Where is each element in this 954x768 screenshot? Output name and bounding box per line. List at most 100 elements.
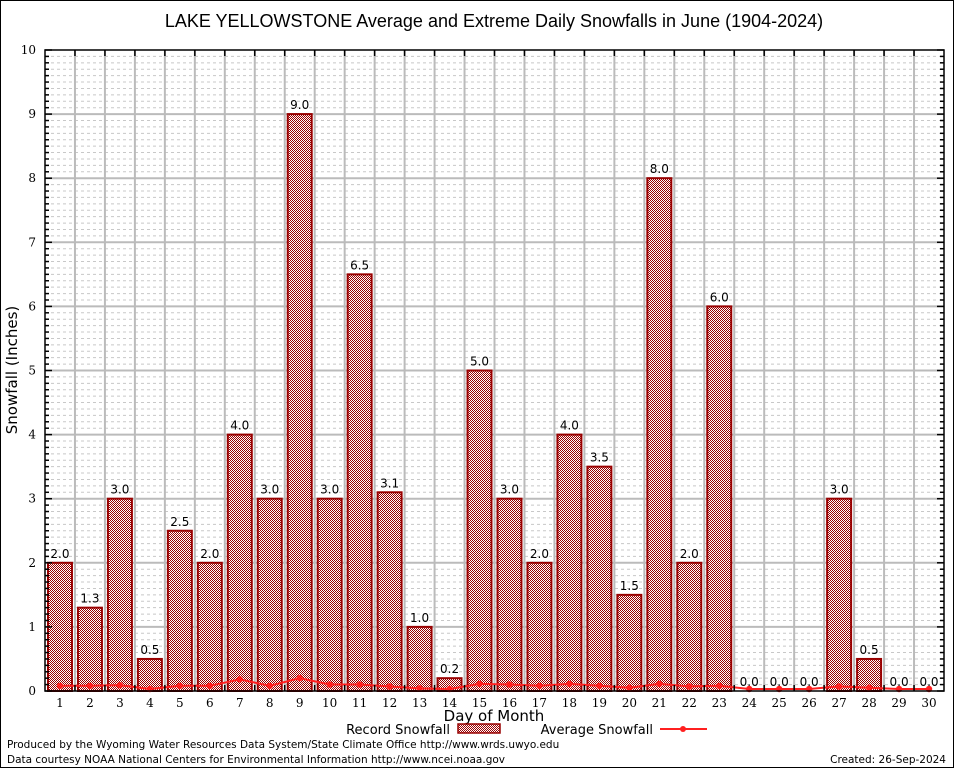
bar-value-label: 0.0 xyxy=(800,675,819,689)
bar-value-label: 9.0 xyxy=(290,98,309,112)
average-point xyxy=(56,682,64,689)
average-point xyxy=(476,680,483,688)
bar-value-label: 3.0 xyxy=(830,483,849,497)
y-tick-label: 9 xyxy=(28,107,36,121)
average-point xyxy=(506,681,513,688)
average-point xyxy=(865,684,873,691)
y-tick-label: 0 xyxy=(28,684,36,698)
legend-swatch-record xyxy=(457,723,501,734)
average-point xyxy=(86,682,94,689)
x-tick-label: 7 xyxy=(236,696,244,710)
x-tick-label: 24 xyxy=(742,696,758,710)
x-tick-label: 26 xyxy=(802,696,817,710)
record-bar xyxy=(556,433,583,692)
x-tick-label: 30 xyxy=(921,696,936,710)
record-bar xyxy=(406,625,433,693)
record-bar xyxy=(346,273,373,692)
axes xyxy=(44,49,945,692)
bar-value-label: 4.0 xyxy=(230,419,249,433)
x-tick-label: 17 xyxy=(532,696,547,710)
bar-value-label: 0.5 xyxy=(860,643,879,657)
bar-value-label: 3.1 xyxy=(380,476,399,490)
x-axis-label: Day of Month xyxy=(444,707,545,725)
average-point xyxy=(536,682,543,689)
bar-value-label: 5.0 xyxy=(470,355,489,369)
x-tick-label: 9 xyxy=(296,696,304,710)
average-point xyxy=(356,681,363,688)
average-point xyxy=(236,676,243,683)
footer-data-source: Data courtesy NOAA National Centers for … xyxy=(7,754,505,766)
record-bar xyxy=(676,561,703,692)
bar-value-label: 6.0 xyxy=(710,290,729,304)
bar-value-label: 0.0 xyxy=(890,675,909,689)
bars xyxy=(46,113,883,693)
average-point xyxy=(296,674,303,682)
y-tick-label: 4 xyxy=(28,428,36,442)
y-tick-label: 3 xyxy=(28,492,36,506)
x-tick-label: 14 xyxy=(442,696,458,710)
average-point xyxy=(386,683,393,690)
average-point xyxy=(596,682,603,689)
average-point xyxy=(716,682,723,689)
bar-value-label: 1.3 xyxy=(80,592,99,606)
x-tick-label: 2 xyxy=(86,696,94,710)
bar-value-label: 2.0 xyxy=(680,547,699,561)
record-bar xyxy=(466,369,493,692)
bar-value-label: 1.0 xyxy=(410,611,429,625)
x-tick-label: 22 xyxy=(682,696,697,710)
average-point xyxy=(566,680,573,688)
bar-value-label: 3.0 xyxy=(500,483,519,497)
x-tick-label: 1 xyxy=(56,696,64,710)
average-point xyxy=(266,682,273,689)
y-tick-label: 6 xyxy=(28,299,36,313)
bar-value-label: 0.0 xyxy=(919,675,938,689)
bar-labels: 2.0 1.3 3.0 0.5 2.5 2.0 4.0 3.0 9.0 3.0 6.5 3.1 1.0 0… xyxy=(50,98,938,689)
bar-value-label: 0.0 xyxy=(770,675,789,689)
bar-value-label: 1.5 xyxy=(620,579,639,593)
legend-label-record: Record Snowfall xyxy=(346,723,450,738)
x-tick-label: 20 xyxy=(622,696,637,710)
x-tick-label: 27 xyxy=(831,696,846,710)
x-tick-label: 23 xyxy=(712,696,727,710)
x-tick-labels: 1 2 3 4 5 6 7 8 9 10 11 12 13 14 15 16 17 18 19 20 21 22 23 24 2… xyxy=(56,696,936,710)
legend-label-average: Average Snowfall xyxy=(541,723,653,738)
record-bar xyxy=(526,561,553,692)
legend-marker-average xyxy=(680,726,686,732)
footer-producer: Produced by the Wyoming Water Resources … xyxy=(7,739,559,751)
x-tick-label: 3 xyxy=(116,696,124,710)
x-tick-label: 11 xyxy=(352,696,367,710)
average-point xyxy=(116,681,124,689)
bar-value-label: 2.0 xyxy=(50,547,69,561)
x-tick-label: 8 xyxy=(266,696,274,710)
y-tick-label: 7 xyxy=(28,235,36,249)
x-tick-label: 18 xyxy=(562,696,577,710)
x-tick-label: 16 xyxy=(502,696,517,710)
chart-title: LAKE YELLOWSTONE Average and Extreme Dai… xyxy=(165,11,823,31)
record-bar xyxy=(646,177,673,692)
bar-value-label: 2.5 xyxy=(170,515,189,529)
x-tick-label: 12 xyxy=(382,696,397,710)
x-tick-label: 29 xyxy=(891,696,906,710)
record-bar xyxy=(616,593,643,692)
x-tick-label: 5 xyxy=(176,696,184,710)
bar-value-label: 3.0 xyxy=(260,483,279,497)
y-axis-label: Snowfall (Inches) xyxy=(3,306,21,434)
bar-value-label: 2.0 xyxy=(200,547,219,561)
x-tick-label: 25 xyxy=(772,696,787,710)
record-bar xyxy=(106,497,133,693)
bar-value-label: 4.0 xyxy=(560,419,579,433)
record-bar xyxy=(196,561,223,692)
average-point xyxy=(416,685,423,692)
bar-value-label: 3.0 xyxy=(110,483,129,497)
x-tick-label: 6 xyxy=(206,696,214,710)
footer-created-date: Created: 26-Sep-2024 xyxy=(830,754,946,766)
y-tick-label: 10 xyxy=(21,43,36,57)
average-point xyxy=(326,681,333,688)
record-bar xyxy=(226,433,253,692)
bar-value-label: 8.0 xyxy=(650,162,669,176)
record-bar xyxy=(376,491,403,693)
y-tick-label: 2 xyxy=(28,556,36,570)
x-tick-label: 28 xyxy=(861,696,876,710)
y-tick-label: 1 xyxy=(28,620,36,634)
